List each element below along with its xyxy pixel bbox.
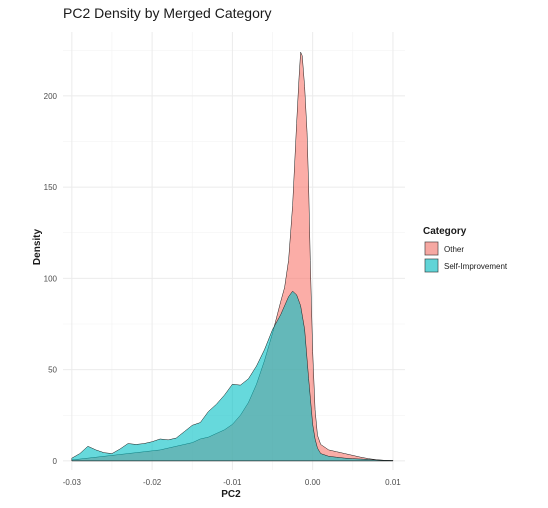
x-tick-label: -0.01: [223, 478, 242, 487]
y-axis-ticks: 0 50 100 150 200: [44, 92, 58, 466]
density-areas: [71, 51, 394, 462]
legend-key-other: [424, 241, 439, 256]
density-area-self-improvement: [71, 290, 394, 462]
legend-label-self-improvement: Self-Improvement: [444, 262, 508, 271]
legend-title: Category: [423, 226, 467, 237]
legend-label-other: Other: [444, 245, 464, 254]
y-axis-title: Density: [32, 229, 43, 266]
x-axis-title: PC2: [221, 489, 241, 500]
y-tick-label: 200: [44, 92, 58, 101]
x-axis-ticks: -0.03 -0.02 -0.01 0.00 0.01: [63, 478, 402, 487]
y-tick-label: 150: [44, 183, 58, 192]
chart-title: PC2 Density by Merged Category: [63, 5, 272, 21]
x-tick-label: -0.02: [143, 478, 162, 487]
x-tick-label: 0.00: [305, 478, 321, 487]
x-tick-label: 0.01: [385, 478, 401, 487]
legend: Category Other Self-Improvement: [423, 226, 508, 273]
legend-key-self-improvement: [424, 258, 439, 273]
y-tick-label: 50: [48, 366, 57, 375]
x-tick-label: -0.03: [63, 478, 82, 487]
y-tick-label: 100: [44, 274, 58, 283]
y-tick-label: 0: [53, 457, 58, 466]
